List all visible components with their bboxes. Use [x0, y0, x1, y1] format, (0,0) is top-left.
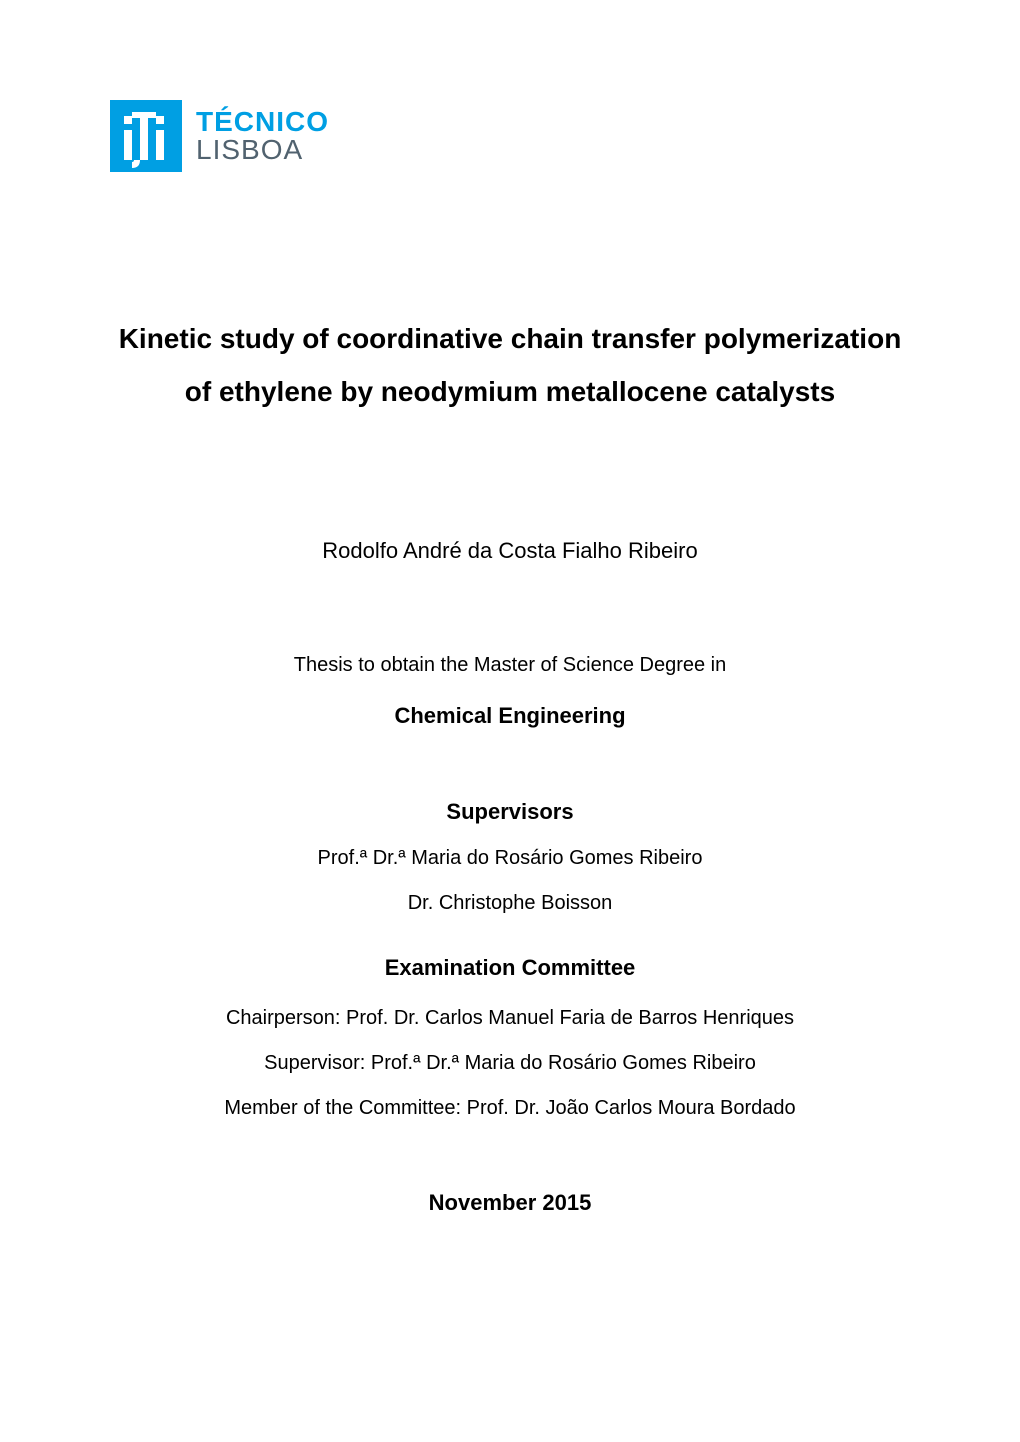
- committee-line: Chairperson: Prof. Dr. Carlos Manuel Far…: [110, 1007, 910, 1030]
- thesis-date: November 2015: [110, 1190, 910, 1216]
- tecnico-logo-icon: [110, 100, 182, 172]
- degree-name: Chemical Engineering: [110, 703, 910, 729]
- supervisors-section: Supervisors Prof.ª Dr.ª Maria do Rosário…: [110, 799, 910, 915]
- committee-line: Member of the Committee: Prof. Dr. João …: [110, 1097, 910, 1120]
- supervisors-heading: Supervisors: [110, 799, 910, 825]
- supervisor-name: Prof.ª Dr.ª Maria do Rosário Gomes Ribei…: [110, 847, 910, 870]
- supervisor-name: Dr. Christophe Boisson: [110, 892, 910, 915]
- committee-heading: Examination Committee: [110, 955, 910, 981]
- thesis-title: Kinetic study of coordinative chain tran…: [110, 312, 910, 418]
- title-line2: of ethylene by neodymium metallocene cat…: [110, 365, 910, 418]
- thesis-purpose-line: Thesis to obtain the Master of Science D…: [110, 654, 910, 677]
- committee-line: Supervisor: Prof.ª Dr.ª Maria do Rosário…: [110, 1052, 910, 1075]
- title-page: TÉCNICO LISBOA Kinetic study of coordina…: [0, 0, 1020, 1442]
- logo-line1: TÉCNICO: [196, 108, 329, 136]
- tecnico-logo-text: TÉCNICO LISBOA: [196, 108, 329, 164]
- author-name: Rodolfo André da Costa Fialho Ribeiro: [110, 538, 910, 564]
- institution-logo-block: TÉCNICO LISBOA: [110, 100, 910, 172]
- committee-section: Examination Committee Chairperson: Prof.…: [110, 955, 910, 1120]
- title-line1: Kinetic study of coordinative chain tran…: [110, 312, 910, 365]
- logo-line2: LISBOA: [196, 136, 329, 164]
